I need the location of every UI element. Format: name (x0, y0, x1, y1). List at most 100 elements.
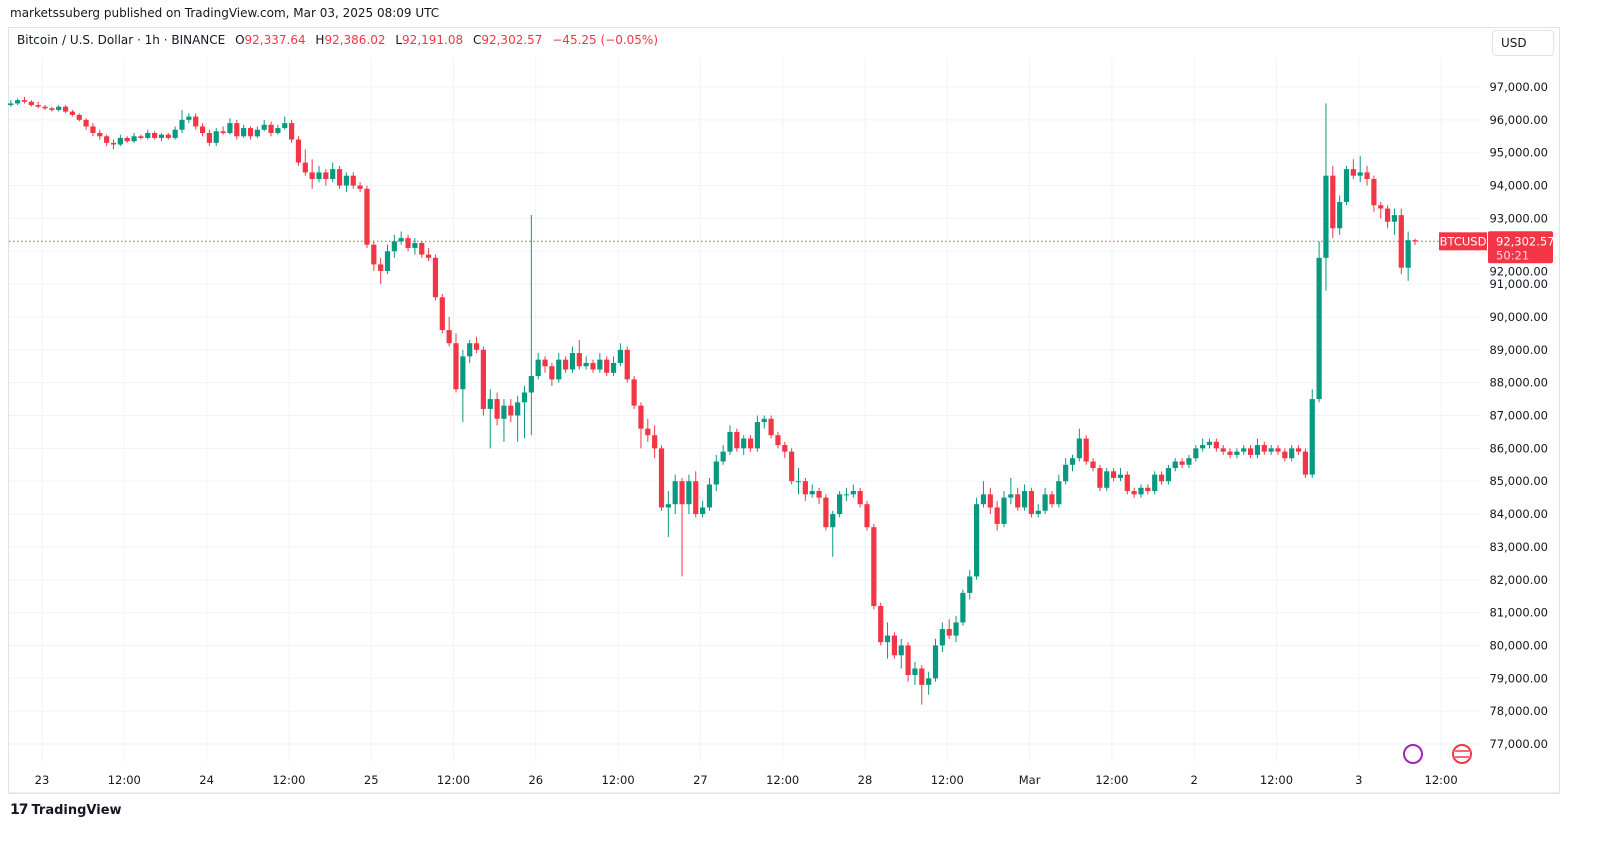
symbol-title[interactable]: Bitcoin / U.S. Dollar · 1h · BINANCE (17, 33, 226, 47)
candle-body (227, 123, 233, 133)
candle-body (1028, 491, 1034, 515)
candle-body (1323, 175, 1329, 258)
candle-body (309, 172, 315, 179)
candle-body (1391, 215, 1398, 222)
candle-body (795, 481, 802, 483)
candle-body (110, 142, 117, 145)
candle-body (871, 527, 877, 607)
candle-body (1220, 448, 1226, 452)
candle-body (473, 343, 480, 350)
y-tick-label: 78,000.00 (1489, 704, 1548, 718)
tradingview-brand: TradingView (31, 802, 122, 818)
symbol-tag: BTCUSD (1440, 234, 1487, 248)
x-tick-label: 27 (693, 773, 708, 787)
candle-body (1385, 208, 1391, 222)
candle-body (480, 349, 486, 409)
candle-body (1364, 172, 1370, 179)
y-tick-label: 92,000.00 (1489, 264, 1548, 278)
candle-body (220, 131, 226, 133)
candle-body (76, 114, 82, 120)
candle-body (1289, 448, 1295, 459)
candle-body (193, 116, 199, 127)
candle-body (1138, 487, 1144, 495)
candle-body (1398, 215, 1404, 268)
candle-body (1378, 205, 1384, 209)
candle-body (453, 343, 459, 390)
candle-body (1371, 178, 1377, 206)
x-tick-label: 12:00 (272, 773, 305, 787)
candle-body (261, 124, 267, 130)
candle-body (179, 119, 185, 130)
y-tick-label: 85,000.00 (1489, 474, 1548, 488)
candle-body (775, 435, 781, 446)
candle-body (289, 123, 295, 140)
candle-body (1227, 451, 1233, 455)
candle-body (700, 507, 706, 515)
y-tick-label: 91,000.00 (1489, 277, 1548, 291)
candle-body (754, 422, 760, 449)
candle-body (1206, 441, 1213, 446)
candle-body (597, 359, 603, 370)
candle-body (967, 576, 973, 593)
x-tick-label: 12:00 (108, 773, 141, 787)
candle-body (576, 353, 582, 367)
candle-body (768, 418, 774, 436)
candle-body (405, 238, 411, 248)
candle-body (1186, 458, 1192, 465)
x-tick-label: 2 (1191, 773, 1198, 787)
candle-body (1241, 448, 1247, 452)
candle-body (254, 129, 260, 137)
y-tick-label: 93,000.00 (1489, 211, 1548, 225)
candle-body (1405, 240, 1411, 268)
candle-body (734, 431, 740, 449)
candle-body (1069, 458, 1076, 465)
candle-body (1131, 491, 1137, 495)
y-tick-label: 90,000.00 (1489, 310, 1548, 324)
candle-body (645, 428, 651, 436)
candle-body (960, 592, 966, 623)
candle-body (926, 678, 932, 685)
candle-body (713, 461, 719, 485)
candle-body (658, 448, 665, 508)
candle-body (446, 330, 452, 344)
candle-body (1111, 471, 1117, 478)
candle-body (563, 359, 569, 370)
candle-body (165, 134, 171, 138)
candle-body (152, 132, 158, 138)
y-tick-label: 97,000.00 (1489, 80, 1548, 94)
candle-body (987, 494, 993, 508)
y-tick-label: 84,000.00 (1489, 507, 1548, 521)
tradingview-logo[interactable]: 17 TradingView (10, 802, 122, 818)
candle-body (980, 494, 987, 505)
candle-body (1343, 169, 1350, 202)
x-tick-label: 26 (528, 773, 543, 787)
candle-body (398, 238, 404, 242)
y-tick-label: 87,000.00 (1489, 409, 1548, 423)
candle-body (693, 481, 699, 515)
candle-body (953, 622, 959, 636)
candle-body (501, 405, 507, 419)
candle-body (1316, 257, 1322, 400)
currency-button[interactable]: USD (1492, 30, 1554, 56)
candle-body (535, 359, 541, 377)
candle-body (515, 402, 521, 416)
candle-body (1412, 240, 1418, 242)
candle-body (590, 362, 596, 370)
candle-body (1152, 474, 1158, 492)
candle-body (90, 126, 96, 133)
candle-body (145, 132, 151, 138)
candle-body (946, 629, 952, 636)
candle-body (124, 137, 130, 142)
us-flag-icon (1452, 744, 1472, 764)
candle-body (467, 343, 473, 357)
events-icon (1403, 744, 1423, 764)
candle-body (932, 645, 939, 679)
y-tick-label: 86,000.00 (1489, 441, 1548, 455)
candle-body (69, 111, 75, 115)
candle-body (1193, 448, 1199, 459)
candle-body (97, 132, 103, 137)
candle-body (912, 668, 918, 676)
candle-body (364, 188, 370, 245)
candle-body (884, 635, 891, 643)
